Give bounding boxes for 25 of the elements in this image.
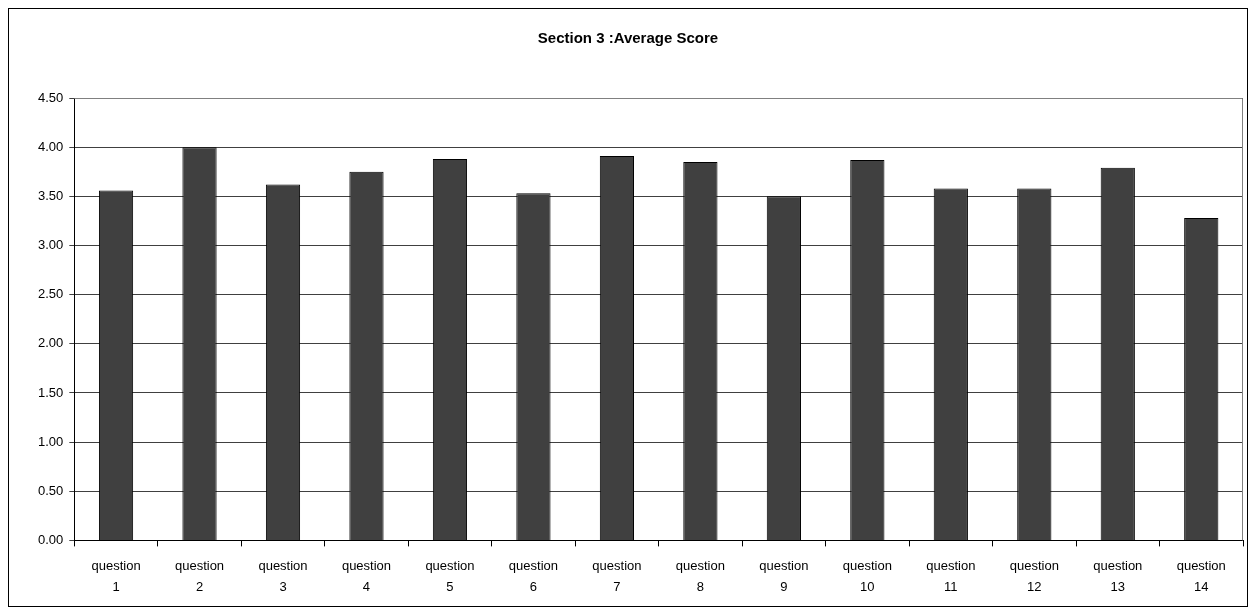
x-tick-label: question 8: [675, 558, 725, 595]
x-tick-label: question 3: [258, 558, 308, 595]
y-tick-label: 2.00: [37, 335, 64, 351]
y-tick-label: 2.50: [37, 286, 64, 302]
x-tick-label: question 14: [1176, 558, 1226, 595]
y-tick-label: 4.00: [37, 138, 64, 154]
x-tick-label: question 6: [508, 558, 559, 595]
x-tick-label: question 1: [91, 558, 141, 595]
x-tick-label: question 12: [1009, 558, 1059, 595]
y-tick-label: 1.50: [37, 384, 64, 400]
y-tick-label: 0.50: [37, 482, 64, 498]
x-tick-label: question 5: [425, 558, 475, 595]
y-tick-label: 3.50: [37, 187, 64, 203]
x-tick-label: question 2: [174, 558, 225, 595]
x-tick-label: question 13: [1093, 558, 1143, 595]
y-tick-label: 3.00: [37, 237, 64, 253]
x-tick-label: question 11: [926, 558, 976, 595]
y-tick-label: 0.00: [37, 531, 64, 547]
x-tick-label: question 9: [759, 558, 809, 595]
x-tick-label: question 4: [341, 558, 392, 595]
chart-title: Section 3 :Average Score: [537, 29, 719, 46]
y-tick-label: 1.00: [37, 433, 64, 449]
x-tick-label: question 7: [592, 558, 642, 595]
y-tick-label: 4.50: [37, 89, 64, 105]
x-tick-label: question 10: [842, 558, 892, 595]
